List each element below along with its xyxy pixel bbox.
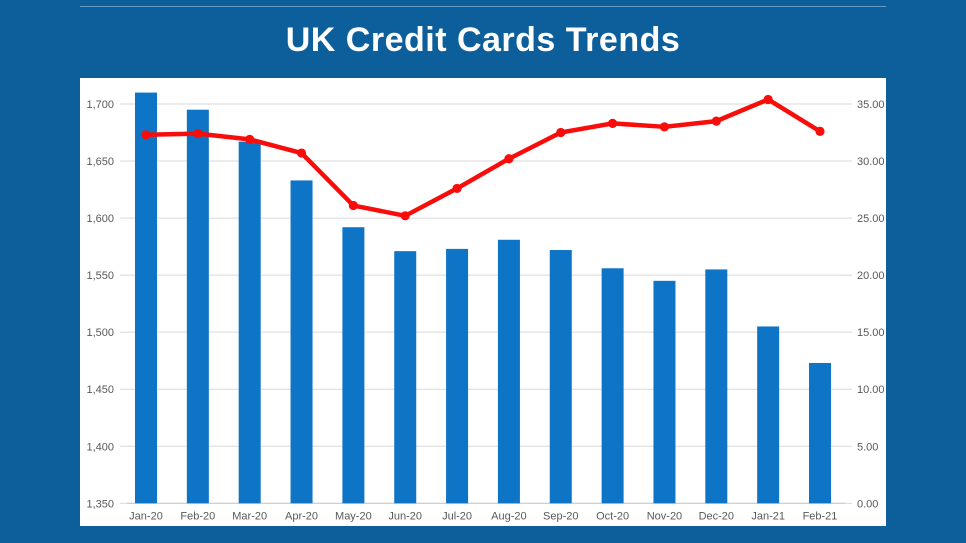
y-axis-right-tick: 0.00 [857, 498, 878, 510]
data-point-marker [348, 200, 358, 211]
bar [549, 250, 572, 504]
combo-chart: 1,350 1,400 1,450 1,500 1,550 1,600 1,650 1,700… [86, 92, 885, 522]
bar [135, 92, 157, 504]
x-axis-tick: Jan-21 [751, 510, 785, 522]
data-point-marker [608, 118, 618, 128]
data-point-marker [763, 94, 773, 105]
y-axis-right-tick: 35.00 [857, 99, 885, 111]
x-axis-labels: Jan-20 Feb-20 Mar-20 Apr-20 May-20 Jun-20 Jul-… [129, 510, 837, 522]
y-axis-left-tick: 1,550 [86, 270, 114, 282]
x-axis-tick: Jan-20 [129, 510, 163, 522]
bar [497, 239, 520, 504]
x-axis-tick: Jul-20 [442, 510, 472, 522]
x-axis-tick: Feb-20 [180, 510, 215, 522]
bar [705, 269, 728, 504]
data-point-marker [556, 127, 566, 138]
data-point-marker [452, 183, 462, 194]
x-axis-tick: Aug-20 [491, 510, 526, 522]
data-point-marker [245, 134, 255, 144]
data-point-marker [400, 211, 410, 221]
y-axis-right-tick: 20.00 [857, 270, 885, 282]
bar [653, 280, 676, 504]
data-point-marker [815, 126, 825, 136]
y-axis-left-tick: 1,400 [86, 441, 114, 453]
y-axis-left-tick: 1,650 [86, 156, 114, 168]
y-axis-right-labels: 0.00 5.00 10.00 15.00 20.00 25.00 30.00 35.00 [857, 99, 885, 510]
x-axis-tick: Apr-20 [285, 510, 318, 522]
y-axis-left-tick: 1,450 [86, 384, 114, 396]
bar [757, 326, 780, 504]
x-axis-tick: Dec-20 [699, 510, 734, 522]
y-axis-left-tick: 1,350 [86, 498, 114, 510]
data-point-marker [504, 154, 514, 164]
data-point-marker [141, 130, 151, 140]
bar [290, 180, 313, 504]
y-axis-right-tick: 25.00 [857, 213, 885, 225]
y-axis-right-tick: 30.00 [857, 156, 885, 168]
bar [394, 251, 417, 504]
y-axis-left-tick: 1,500 [86, 327, 114, 339]
trend-line [141, 94, 825, 221]
bar [342, 227, 365, 504]
chart-area: 1,350 1,400 1,450 1,500 1,550 1,600 1,650 1,700… [80, 78, 886, 526]
y-axis-right-tick: 10.00 [857, 384, 885, 396]
x-axis-tick: Jun-20 [388, 510, 422, 522]
y-axis-left-labels: 1,350 1,400 1,450 1,500 1,550 1,600 1,650 1,700 [86, 99, 114, 510]
x-axis-tick: Oct-20 [596, 510, 629, 522]
y-axis-left-tick: 1,700 [86, 99, 114, 111]
x-axis-tick: Mar-20 [232, 510, 267, 522]
data-point-marker [659, 122, 670, 132]
bar-series [135, 92, 831, 504]
data-point-marker [711, 116, 721, 126]
bar [238, 141, 261, 504]
bar [809, 362, 831, 504]
data-point-marker [193, 129, 203, 139]
y-axis-right-tick: 5.00 [857, 441, 878, 453]
data-point-marker [296, 148, 307, 158]
bar [601, 268, 624, 504]
x-axis-tick: Nov-20 [647, 510, 682, 522]
gridlines [120, 103, 852, 504]
x-axis-tick: Feb-21 [803, 510, 838, 522]
bar [446, 248, 469, 504]
top-accent-line [80, 6, 886, 7]
page-title: UK Credit Cards Trends [285, 21, 681, 59]
y-axis-left-tick: 1,600 [86, 213, 114, 225]
x-axis-tick: May-20 [335, 510, 372, 522]
x-axis-tick: Sep-20 [543, 510, 578, 522]
bar [186, 109, 209, 504]
y-axis-right-tick: 15.00 [857, 327, 885, 339]
